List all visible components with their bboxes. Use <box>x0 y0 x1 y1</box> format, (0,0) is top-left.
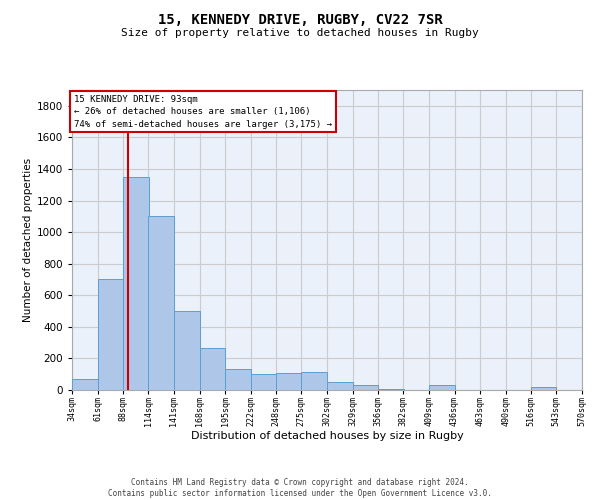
Bar <box>429 386 455 390</box>
Bar <box>148 216 174 390</box>
Bar <box>275 372 301 390</box>
X-axis label: Distribution of detached houses by size in Rugby: Distribution of detached houses by size … <box>191 431 463 441</box>
Bar <box>225 370 251 390</box>
Bar <box>301 372 327 390</box>
Bar <box>174 311 199 390</box>
Text: 15, KENNEDY DRIVE, RUGBY, CV22 7SR: 15, KENNEDY DRIVE, RUGBY, CV22 7SR <box>158 12 442 26</box>
Y-axis label: Number of detached properties: Number of detached properties <box>23 158 32 322</box>
Bar <box>124 177 149 390</box>
Text: Contains HM Land Registry data © Crown copyright and database right 2024.
Contai: Contains HM Land Registry data © Crown c… <box>108 478 492 498</box>
Text: Size of property relative to detached houses in Rugby: Size of property relative to detached ho… <box>121 28 479 38</box>
Bar <box>379 389 404 390</box>
Bar <box>98 280 124 390</box>
Bar <box>199 348 225 390</box>
Bar <box>72 379 98 390</box>
Bar <box>353 386 379 390</box>
Bar <box>530 387 556 390</box>
Bar <box>327 382 353 390</box>
Text: 15 KENNEDY DRIVE: 93sqm
← 26% of detached houses are smaller (1,106)
74% of semi: 15 KENNEDY DRIVE: 93sqm ← 26% of detache… <box>74 94 332 128</box>
Bar <box>251 374 277 390</box>
